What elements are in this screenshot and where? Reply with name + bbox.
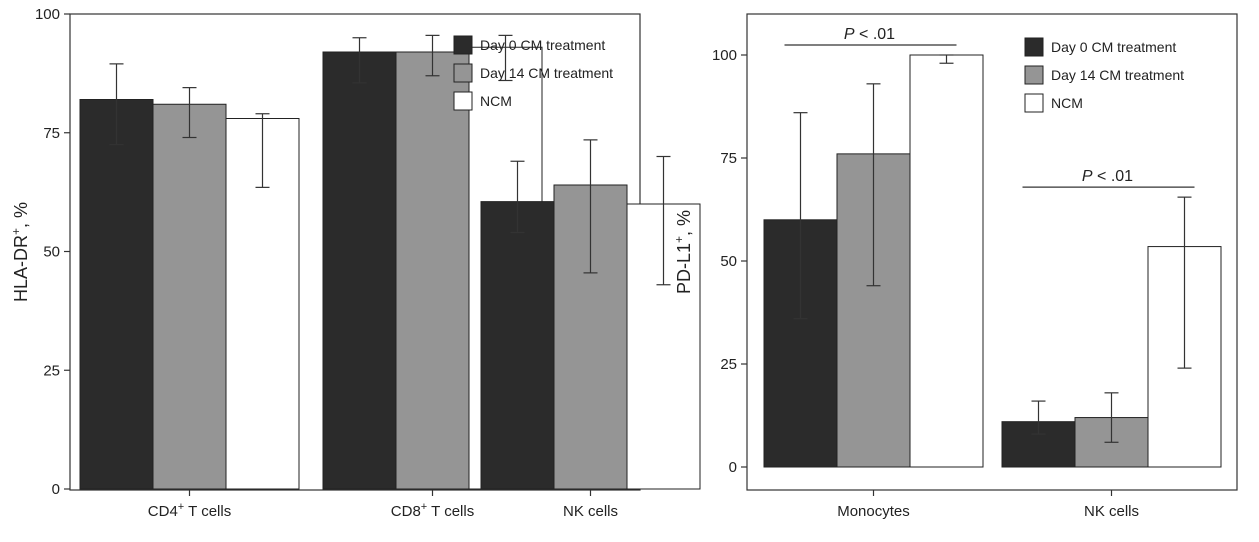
pd-l1-chart: 0 25 50 75 100 PD-L1+, % Monocytes NK cells Day … bbox=[672, 13, 1238, 520]
x-tick-label: CD8+ T cells bbox=[391, 501, 474, 520]
x-tick-label: CD4+ T cells bbox=[148, 501, 231, 520]
y-tick-label: 75 bbox=[720, 150, 737, 167]
legend-swatch bbox=[453, 35, 473, 55]
bar bbox=[395, 51, 470, 490]
legend-swatch bbox=[453, 63, 473, 83]
legend-swatch bbox=[1024, 93, 1044, 113]
bar bbox=[909, 54, 984, 468]
legend-label: Day 14 CM treatment bbox=[1051, 67, 1184, 83]
bar bbox=[79, 99, 154, 490]
y-tick-label: 100 bbox=[712, 47, 737, 64]
y-tick-label: 0 bbox=[52, 481, 60, 498]
legend-label: Day 0 CM treatment bbox=[1051, 39, 1176, 55]
x-tick-label: NK cells bbox=[1084, 503, 1139, 520]
y-tick-label: 50 bbox=[43, 244, 60, 261]
y-tick-label: 25 bbox=[43, 362, 60, 379]
legend-label: NCM bbox=[1051, 95, 1083, 111]
hla-dr-chart: 0 25 50 75 100 HLA-DR+, % CD4+ T cells CD8+ T c… bbox=[9, 6, 701, 520]
y-tick-label: 50 bbox=[720, 253, 737, 270]
y-tick-label: 75 bbox=[43, 125, 60, 142]
legend-label: Day 14 CM treatment bbox=[480, 65, 613, 81]
legend-swatch bbox=[1024, 65, 1044, 85]
bar bbox=[480, 201, 555, 490]
y-axis-title: HLA-DR+, % bbox=[9, 202, 31, 302]
y-axis-title: PD-L1+, % bbox=[672, 210, 694, 294]
significance-label: P < .01 bbox=[844, 26, 895, 43]
legend-swatch bbox=[1024, 37, 1044, 57]
x-tick-label: NK cells bbox=[563, 503, 618, 520]
y-tick-label: 100 bbox=[35, 6, 60, 23]
significance-label: P < .01 bbox=[1082, 168, 1133, 185]
legend-swatch bbox=[453, 91, 473, 111]
y-tick-label: 0 bbox=[729, 459, 737, 476]
bar bbox=[152, 103, 227, 490]
legend-label: Day 0 CM treatment bbox=[480, 37, 605, 53]
bar bbox=[322, 51, 397, 490]
legend-label: NCM bbox=[480, 93, 512, 109]
x-tick-label: Monocytes bbox=[837, 503, 910, 520]
y-tick-label: 25 bbox=[720, 356, 737, 373]
